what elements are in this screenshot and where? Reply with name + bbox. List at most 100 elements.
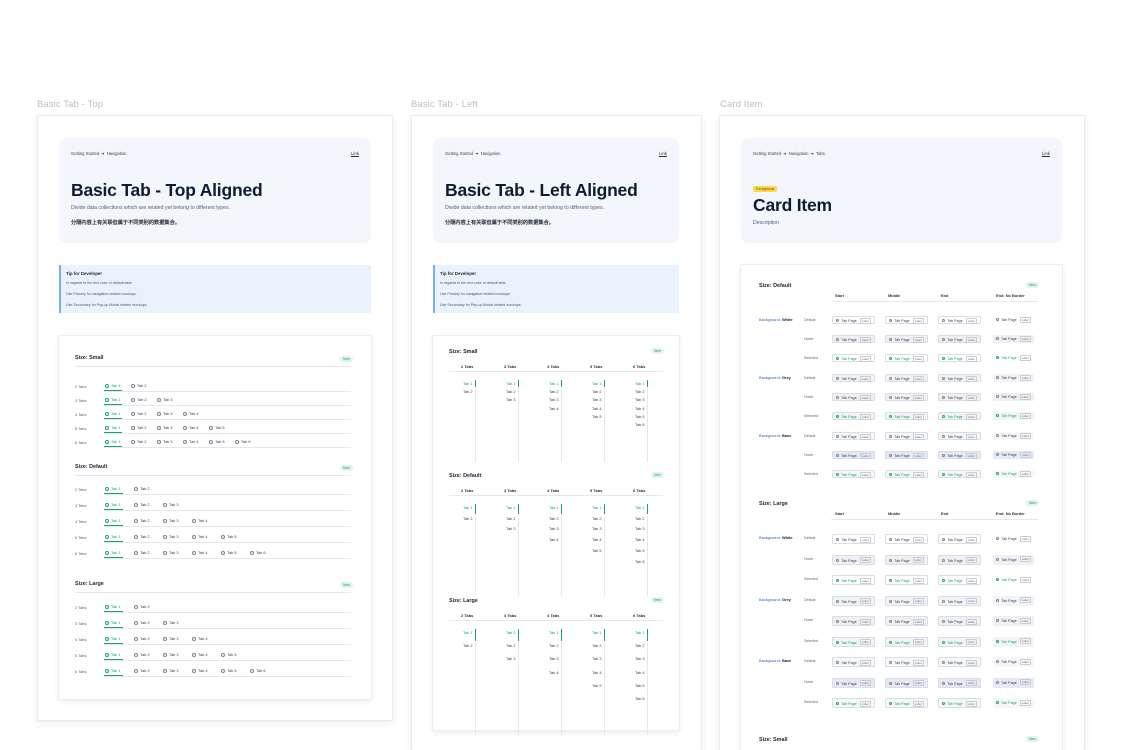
tab-card-chip[interactable]: Tab Page Label [832, 432, 875, 440]
vertical-tab-item[interactable]: Tab 2 [506, 389, 516, 395]
tab-item[interactable]: Tab 2 [131, 383, 147, 388]
tab-card-chip[interactable]: Tab Page Label [993, 677, 1034, 688]
tab-card-chip[interactable]: Tab Page Label [938, 554, 981, 565]
tab-card-chip[interactable]: Tab Page Label [832, 636, 875, 647]
vertical-tab-item[interactable]: Tab 4 [635, 669, 645, 675]
vertical-tab-item[interactable]: Tab 3 [592, 656, 602, 662]
vertical-tab-item[interactable]: Tab 5 [592, 413, 602, 419]
vertical-tab-item[interactable]: Tab 1 [549, 630, 559, 635]
vertical-tab-item[interactable]: Tab 5 [635, 682, 645, 688]
tab-item[interactable]: Tab 3 [157, 397, 173, 402]
hero-link[interactable]: Link [350, 151, 359, 156]
tab-item[interactable]: Tab 2 [131, 397, 147, 402]
vertical-tab-item[interactable]: Tab 3 [506, 397, 516, 403]
tab-card-chip[interactable]: Tab Page Label [885, 354, 928, 362]
tab-card-chip[interactable]: Tab Page Label [832, 316, 875, 324]
vertical-tab-item[interactable]: Tab 2 [463, 389, 473, 395]
tab-card-chip[interactable]: Tab Page Label [885, 554, 928, 565]
tab-item[interactable]: Tab 6 [235, 439, 251, 444]
tab-item[interactable]: Tab 4 [183, 411, 199, 416]
vertical-tab-item[interactable]: Tab 4 [592, 669, 602, 675]
tab-card-chip[interactable]: Tab Page Label [993, 335, 1034, 343]
tab-card-chip[interactable]: Tab Page Label [832, 393, 875, 401]
vertical-tab-item[interactable]: Tab 2 [463, 515, 473, 521]
tab-card-chip[interactable]: Tab Page Label [885, 432, 928, 440]
crumb-getting-started[interactable]: Getting Started [753, 151, 782, 156]
tab-card-chip[interactable]: Tab Page Label [885, 534, 928, 544]
vertical-tab-item[interactable]: Tab 1 [506, 505, 516, 510]
vertical-tab-item[interactable]: Tab 2 [592, 389, 602, 395]
vertical-tab-item[interactable]: Tab 2 [463, 643, 473, 649]
tab-card-chip[interactable]: Tab Page Label [885, 595, 928, 606]
tab-item[interactable]: Tab 5 [209, 425, 225, 430]
tab-item[interactable]: Tab 5 [221, 550, 237, 555]
tab-item[interactable]: Tab 4 [192, 518, 208, 523]
vertical-tab-item[interactable]: Tab 3 [635, 397, 645, 403]
vertical-tab-item[interactable]: Tab 1 [592, 381, 602, 386]
tab-item[interactable]: Tab 1 [105, 652, 121, 657]
tab-card-chip[interactable]: Tab Page Label [938, 374, 981, 382]
vertical-tab-item[interactable]: Tab 4 [592, 405, 602, 411]
vertical-tab-item[interactable]: Tab 4 [549, 669, 559, 675]
tab-card-chip[interactable]: Tab Page Label [832, 335, 875, 343]
tab-card-chip[interactable]: Tab Page Label [832, 575, 875, 585]
vertical-tab-item[interactable]: Tab 6 [635, 422, 645, 427]
vertical-tab-item[interactable]: Tab 2 [635, 515, 645, 521]
vertical-tab-item[interactable]: Tab 3 [549, 656, 559, 662]
vertical-tab-item[interactable]: Tab 3 [635, 526, 645, 532]
vertical-tab-item[interactable]: Tab 1 [463, 381, 473, 386]
tab-card-chip[interactable]: Tab Page Label [938, 432, 981, 440]
tab-card-chip[interactable]: Tab Page Label [885, 575, 928, 585]
tab-card-chip[interactable]: Tab Page Label [832, 534, 875, 544]
tab-item[interactable]: Tab 3 [157, 425, 173, 430]
crumb-getting-started[interactable]: Getting Started [445, 151, 474, 156]
tab-item[interactable]: Tab 3 [163, 534, 179, 539]
tab-card-chip[interactable]: Tab Page Label [993, 374, 1034, 382]
tab-card-chip[interactable]: Tab Page Label [993, 575, 1034, 585]
vertical-tab-item[interactable]: Tab 1 [506, 381, 516, 386]
vertical-tab-item[interactable]: Tab 1 [635, 381, 645, 386]
vertical-tab-item[interactable]: Tab 5 [635, 413, 645, 419]
tab-item[interactable]: Tab 3 [163, 620, 179, 625]
tab-card-chip[interactable]: Tab Page Label [885, 451, 928, 459]
tab-item[interactable]: Tab 3 [163, 550, 179, 555]
tab-card-chip[interactable]: Tab Page Label [832, 698, 875, 708]
tab-item[interactable]: Tab 4 [192, 636, 208, 641]
tab-card-chip[interactable]: Tab Page Label [832, 412, 875, 420]
vertical-tab-item[interactable]: Tab 3 [549, 526, 559, 532]
tab-card-chip[interactable]: Tab Page Label [938, 534, 981, 544]
vertical-tab-item[interactable]: Tab 3 [592, 526, 602, 532]
tab-card-chip[interactable]: Tab Page Label [938, 451, 981, 459]
tab-card-chip[interactable]: Tab Page Label [885, 316, 928, 324]
tab-item[interactable]: Tab 4 [192, 550, 208, 555]
tab-card-chip[interactable]: Tab Page Label [885, 677, 928, 688]
tab-item[interactable]: Tab 1 [105, 425, 121, 430]
tab-card-chip[interactable]: Tab Page Label [832, 595, 875, 606]
tab-item[interactable]: Tab 5 [221, 534, 237, 539]
tab-item[interactable]: Tab 1 [105, 486, 121, 491]
tab-card-chip[interactable]: Tab Page Label [993, 432, 1034, 440]
tab-item[interactable]: Tab 5 [221, 652, 237, 657]
tab-item[interactable]: Tab 3 [163, 636, 179, 641]
tab-card-chip[interactable]: Tab Page Label [832, 374, 875, 382]
vertical-tab-item[interactable]: Tab 5 [592, 682, 602, 688]
vertical-tab-item[interactable]: Tab 6 [635, 558, 645, 564]
tab-card-chip[interactable]: Tab Page Label [885, 698, 928, 708]
crumb-tabs[interactable]: Tabs [816, 151, 825, 156]
tab-card-chip[interactable]: Tab Page Label [938, 354, 981, 362]
tab-card-chip[interactable]: Tab Page Label [993, 451, 1034, 459]
tab-item[interactable]: Tab 1 [105, 534, 121, 539]
vertical-tab-item[interactable]: Tab 5 [635, 547, 645, 553]
tab-card-chip[interactable]: Tab Page Label [938, 316, 981, 324]
tab-item[interactable]: Tab 3 [163, 502, 179, 507]
crumb-navigation[interactable]: Navigation [480, 151, 501, 156]
vertical-tab-item[interactable]: Tab 2 [592, 643, 602, 649]
tab-card-chip[interactable]: Tab Page Label [832, 470, 875, 478]
tab-item[interactable]: Tab 3 [157, 411, 173, 416]
tab-item[interactable]: Tab 3 [163, 652, 179, 657]
tab-item[interactable]: Tab 3 [157, 439, 173, 444]
tab-card-chip[interactable]: Tab Page Label [938, 470, 981, 478]
vertical-tab-item[interactable]: Tab 2 [635, 643, 645, 649]
vertical-tab-item[interactable]: Tab 2 [549, 389, 559, 395]
vertical-tab-item[interactable]: Tab 4 [592, 537, 602, 543]
